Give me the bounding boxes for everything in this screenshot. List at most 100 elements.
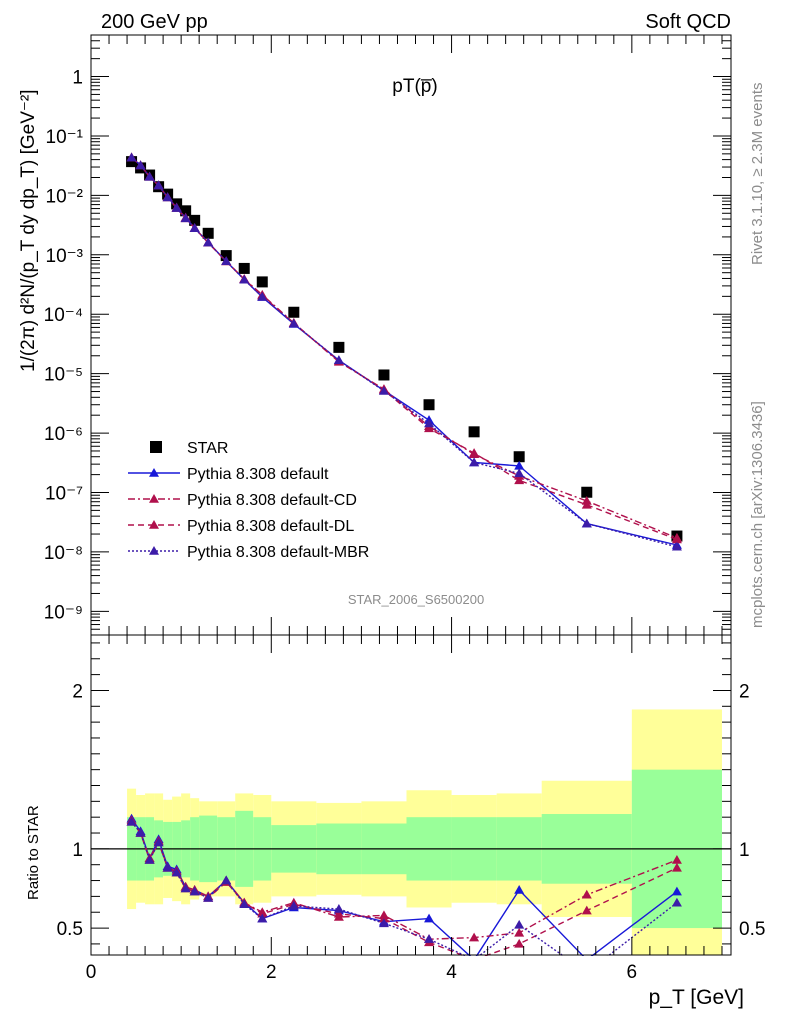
main-series-point-4: [144, 171, 155, 181]
ratio-series-point-1: [671, 854, 682, 864]
main-series-point-4: [239, 274, 250, 284]
ratio-series-point-2: [581, 905, 592, 915]
energy-label: 200 GeV pp: [101, 11, 208, 33]
category-label: Soft QCD: [645, 11, 731, 33]
x-tick-label: 6: [627, 962, 638, 983]
y-axis-label: 1/(2π) d²N/(p_T dy dp_T) [GeV⁻²]: [18, 89, 39, 372]
main-series-line-4: [131, 157, 678, 548]
main-series-point-4: [162, 192, 173, 202]
star-data-point: [513, 451, 525, 463]
main-series-point-3: [514, 475, 525, 485]
ratio-series-point-1: [581, 889, 592, 899]
star-data-point: [238, 262, 250, 274]
y-tick-label: 10⁻⁴: [44, 305, 83, 326]
main-series-point-4: [180, 213, 191, 223]
main-series-line-1: [131, 156, 678, 546]
ratio-y-tick-label: 0.5: [57, 919, 83, 940]
main-series-point-4: [221, 256, 232, 265]
ratio-series-point-3: [180, 883, 191, 893]
main-series-point-4: [333, 355, 344, 365]
ratio-series-point-2: [333, 908, 344, 918]
star-data-point: [423, 399, 435, 411]
star-data-point: [468, 426, 480, 438]
main-series-point-4: [378, 386, 389, 395]
ratio-series-point-3: [257, 913, 268, 923]
legend-label: STAR: [187, 440, 228, 457]
main-series-point-3: [424, 423, 435, 433]
y-tick-label: 10⁻³: [46, 246, 84, 267]
main-series-point-4: [257, 291, 268, 301]
ratio-series-point-0: [514, 885, 525, 894]
y-tick-label: 10⁻⁸: [44, 543, 83, 564]
ratio-series-point-3: [221, 875, 232, 885]
star-data-point: [378, 369, 390, 381]
star-data-point: [126, 156, 138, 168]
ratio-y-tick-label-right: 1: [739, 840, 750, 861]
ratio-y-axis-label: Ratio to STAR: [25, 805, 42, 900]
ratio-series-point-3: [144, 854, 155, 864]
ratio-series-point-3: [126, 816, 137, 826]
ratio-series-point-2: [671, 862, 682, 872]
ratio-series-point-3: [153, 837, 164, 847]
x-tick-label: 4: [446, 962, 457, 983]
main-series-point-4: [126, 152, 137, 162]
rivet-version-label: Rivet 3.1.10, ≥ 2.3M events: [749, 83, 766, 266]
ratio-series-point-1: [514, 927, 525, 937]
ratio-series-point-3: [239, 899, 250, 909]
y-tick-label: 10⁻⁵: [44, 365, 83, 386]
main-series-point-4: [671, 541, 682, 551]
legend-label: Pythia 8.308 default: [187, 466, 329, 483]
plot-title: pT(p̅): [392, 76, 437, 97]
ratio-series-point-3: [514, 919, 525, 929]
legend-marker-4: [149, 546, 159, 555]
ratio-series-point-3: [189, 886, 200, 896]
ratio-series-point-2: [514, 938, 525, 948]
legend-marker-1: [149, 468, 159, 477]
ratio-series-point-3: [162, 862, 173, 872]
ratio-series-point-3: [424, 934, 435, 943]
x-axis-label: p_T [GeV]: [649, 986, 744, 1009]
main-series-point-4: [581, 518, 592, 528]
ratio-series-point-3: [378, 918, 389, 928]
star-data-point: [202, 227, 214, 239]
main-series-point-4: [288, 318, 299, 328]
legend-label: Pythia 8.308 default-CD: [187, 492, 357, 509]
left-margin: [0, 0, 90, 1024]
ratio-series-point-0: [424, 913, 435, 923]
star-data-point: [288, 306, 300, 318]
x-tick-label: 2: [266, 962, 277, 983]
ratio-series-point-1: [469, 932, 480, 942]
ratio-series-point-2: [257, 908, 268, 918]
legend-label: Pythia 8.308 default-MBR: [187, 544, 369, 561]
ratio-series-point-3: [171, 867, 182, 877]
main-series-point-4: [424, 418, 435, 428]
y-tick-label: 10⁻⁷: [45, 484, 83, 505]
ratio-series-point-2: [378, 913, 389, 923]
axes-frames: [90, 34, 732, 956]
ratio-series-point-3: [203, 892, 214, 902]
ratio-series-point-3: [288, 900, 299, 910]
y-tick-label: 10⁻⁹: [44, 602, 83, 623]
legend-marker-star: [150, 441, 162, 453]
analysis-label: STAR_2006_S6500200: [348, 592, 484, 607]
star-data-point: [220, 250, 232, 262]
legend-marker-3: [149, 520, 159, 529]
ratio-y-tick-label-right: 2: [739, 681, 750, 702]
mcplots-label: mcplots.cern.ch [arXiv:1306.3436]: [749, 401, 766, 628]
star-data-point: [180, 205, 192, 217]
star-data-point: [333, 341, 345, 353]
star-data-point: [189, 214, 201, 226]
ratio-series-point-0: [671, 886, 682, 896]
main-series-point-3: [469, 448, 480, 457]
main-series-point-3: [671, 534, 682, 544]
main-series-point-4: [469, 457, 480, 467]
y-tick-label: 1: [72, 68, 83, 89]
y-tick-label: 10⁻¹: [46, 127, 84, 148]
ratio-y-tick-label-right: 0.5: [739, 919, 765, 940]
ratio-panel-frame: [90, 634, 732, 956]
legend-marker-2: [149, 494, 159, 503]
legend-label: Pythia 8.308 default-DL: [187, 518, 354, 535]
ratio-series-point-3: [671, 897, 682, 907]
main-series-point-4: [135, 160, 146, 170]
